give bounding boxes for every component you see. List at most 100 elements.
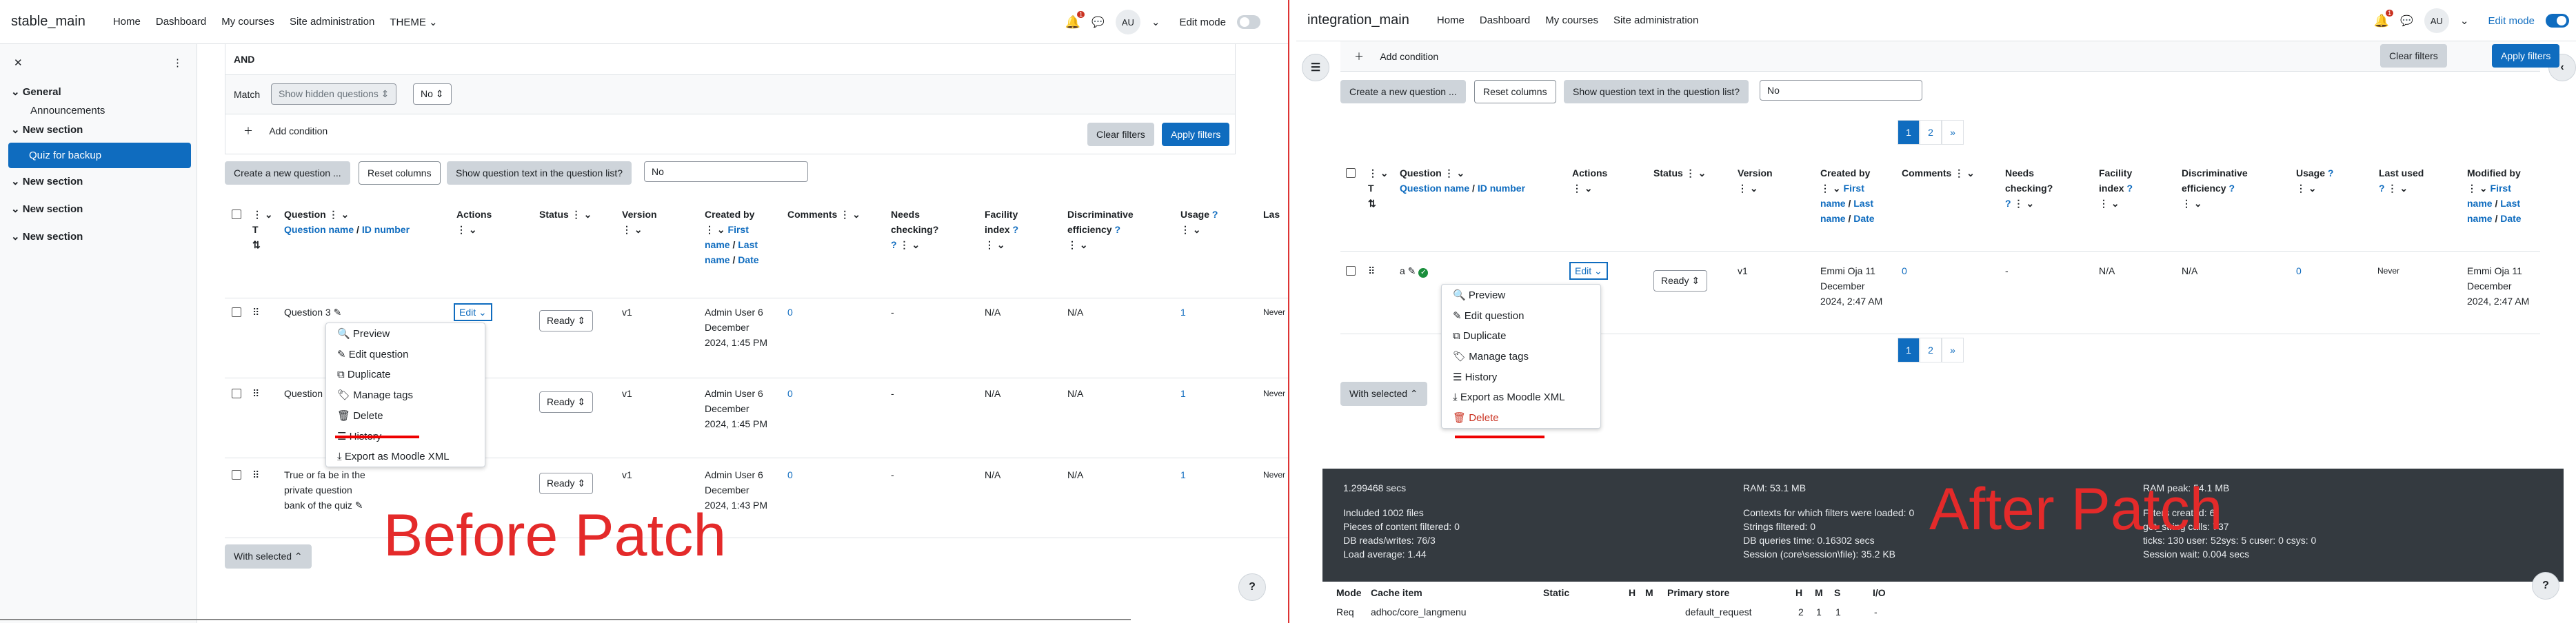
bell-icon[interactable]: 🔔 1 xyxy=(2374,9,2394,28)
nav-site-admin[interactable]: Site administration xyxy=(1613,14,1699,26)
help-icon[interactable]: ? xyxy=(2532,572,2559,600)
menu-item-manage-tags[interactable]: 🏷 Manage tags xyxy=(337,389,413,401)
with-selected-button[interactable]: With selected ⌃ xyxy=(1340,382,1427,406)
with-selected-button[interactable]: With selected ⌃ xyxy=(225,544,312,569)
menu-item-export[interactable]: ⤓ Export as Moodle XML xyxy=(337,451,450,462)
drag-handle-icon[interactable]: ⠿ xyxy=(252,388,260,399)
menu-item-preview[interactable]: 🔍 Preview xyxy=(1453,289,1506,301)
avatar[interactable]: AU xyxy=(1115,10,1140,34)
reset-columns-button[interactable]: Reset columns xyxy=(1474,80,1556,103)
drag-handle-icon[interactable]: ⠿ xyxy=(252,469,260,480)
hidden-questions-select[interactable]: Show hidden questions ⇕ xyxy=(271,83,397,105)
id-number-sort[interactable]: ID number xyxy=(1477,183,1526,194)
drag-handle-icon[interactable]: ⠿ xyxy=(1368,265,1376,276)
page-2[interactable]: 2 xyxy=(1920,338,1942,362)
usage-value[interactable]: 1 xyxy=(1180,388,1186,399)
apply-filters-button[interactable]: Apply filters xyxy=(2492,44,2560,68)
nav-site-admin[interactable]: Site administration xyxy=(289,16,375,28)
edit-mode-toggle[interactable] xyxy=(1237,15,1260,29)
menu-item-delete[interactable]: 🗑 Delete xyxy=(1453,412,1499,424)
drawer-item-announcements[interactable]: Announcements xyxy=(30,105,105,116)
chat-icon[interactable]: 💬 xyxy=(2400,15,2413,27)
status-select[interactable]: Ready ⇕ xyxy=(539,391,594,413)
help-icon[interactable]: ? xyxy=(1238,573,1266,601)
chevron-down-icon[interactable]: ⌄ xyxy=(1151,17,1160,28)
comments-value[interactable]: 0 xyxy=(1902,265,1907,276)
show-question-text-select[interactable]: No xyxy=(1760,80,1922,101)
bell-icon[interactable]: 🔔 1 xyxy=(1065,10,1085,30)
nav-home[interactable]: Home xyxy=(112,16,141,28)
drag-handle-icon[interactable]: ⠿ xyxy=(252,307,260,318)
create-question-button[interactable]: Create a new question ... xyxy=(1340,80,1466,103)
clear-filters-button[interactable]: Clear filters xyxy=(1087,123,1154,146)
menu-item-delete[interactable]: 🗑 Delete xyxy=(337,410,383,422)
usage-value[interactable]: 0 xyxy=(2296,265,2302,276)
drawer-section-general[interactable]: ⌄ General xyxy=(11,86,61,98)
row-checkbox[interactable] xyxy=(1346,266,1356,276)
edit-menu-button[interactable]: Edit ⌄ xyxy=(454,303,492,321)
menu-item-export[interactable]: ⤓ Export as Moodle XML xyxy=(1453,391,1565,403)
status-select[interactable]: Ready ⇕ xyxy=(539,473,594,494)
edit-menu-button[interactable]: Edit ⌄ xyxy=(1569,262,1608,280)
menu-item-preview[interactable]: 🔍 Preview xyxy=(337,328,390,340)
chevron-down-icon[interactable]: ⌄ xyxy=(2459,15,2469,27)
add-condition-button[interactable]: ＋ Add condition xyxy=(1354,51,1439,62)
menu-item-edit[interactable]: ✎ Edit question xyxy=(337,349,409,360)
page-next[interactable]: » xyxy=(1942,338,1964,362)
hidden-value-select[interactable]: No ⇕ xyxy=(413,83,452,105)
horizontal-scrollbar[interactable] xyxy=(0,619,1131,620)
usage-value[interactable]: 1 xyxy=(1180,469,1186,480)
nav-dashboard[interactable]: Dashboard xyxy=(155,16,207,28)
drawer-section[interactable]: ⌄ New section xyxy=(11,124,83,136)
nav-my-courses[interactable]: My courses xyxy=(1545,14,1598,26)
create-question-button[interactable]: Create a new question ... xyxy=(225,161,350,185)
drawer-section[interactable]: ⌄ New section xyxy=(11,231,83,243)
menu-item-edit[interactable]: ✎ Edit question xyxy=(1453,310,1525,322)
clear-filters-button[interactable]: Clear filters xyxy=(2380,44,2447,68)
row-checkbox[interactable] xyxy=(232,470,241,480)
drawer-section[interactable]: ⌄ New section xyxy=(11,203,83,215)
menu-item-duplicate[interactable]: ⧉ Duplicate xyxy=(1453,330,1507,342)
status-select[interactable]: Ready ⇕ xyxy=(1653,270,1708,292)
comments-value[interactable]: 0 xyxy=(787,469,793,480)
show-question-text-select[interactable]: No xyxy=(644,161,808,182)
reset-columns-button[interactable]: Reset columns xyxy=(359,161,441,185)
status-select[interactable]: Ready ⇕ xyxy=(539,310,594,331)
page-1[interactable]: 1 xyxy=(1898,338,1920,362)
select-all-checkbox[interactable] xyxy=(1346,168,1356,178)
row-checkbox[interactable] xyxy=(232,389,241,398)
modified-by-header: Modified by ⋮ ⌄ First name / Last name / … xyxy=(2467,167,2522,224)
avatar[interactable]: AU xyxy=(2424,8,2449,33)
sort-icon[interactable]: ⋮ ⌄ T ⇅ xyxy=(1368,167,1389,209)
question-name-sort[interactable]: Question name xyxy=(284,224,354,235)
nav-home[interactable]: Home xyxy=(1436,14,1465,26)
course-index-toggle-icon[interactable]: ☰ xyxy=(1302,54,1329,81)
row-checkbox[interactable] xyxy=(232,307,241,317)
site-brand[interactable]: stable_main xyxy=(11,14,85,29)
nav-theme[interactable]: THEME ⌄ xyxy=(390,16,438,28)
nav-dashboard[interactable]: Dashboard xyxy=(1479,14,1531,26)
kebab-menu-icon[interactable]: ⋮ xyxy=(172,57,183,69)
page-1[interactable]: 1 xyxy=(1898,120,1920,145)
edit-mode-toggle[interactable] xyxy=(2546,14,2569,28)
comments-value[interactable]: 0 xyxy=(787,388,793,399)
drawer-section[interactable]: ⌄ New section xyxy=(11,176,83,187)
apply-filters-button[interactable]: Apply filters xyxy=(1162,123,1230,146)
drawer-item-active[interactable]: Quiz for backup xyxy=(8,143,191,168)
add-condition-button[interactable]: ＋ Add condition xyxy=(243,125,328,136)
page-next[interactable]: » xyxy=(1942,120,1964,145)
nav-my-courses[interactable]: My courses xyxy=(221,16,274,28)
question-name-sort[interactable]: Question name xyxy=(1400,183,1470,194)
menu-item-history[interactable]: ☰ History xyxy=(1453,371,1498,383)
chat-icon[interactable]: 💬 xyxy=(1091,17,1105,28)
site-brand[interactable]: integration_main xyxy=(1307,12,1409,28)
menu-item-duplicate[interactable]: ⧉ Duplicate xyxy=(337,369,391,380)
close-icon[interactable]: ✕ xyxy=(14,57,23,69)
id-number-sort[interactable]: ID number xyxy=(361,224,410,235)
menu-item-manage-tags[interactable]: 🏷 Manage tags xyxy=(1453,351,1529,362)
sort-icon[interactable]: ⋮ ⌄ T ⇅ xyxy=(252,209,273,250)
page-2[interactable]: 2 xyxy=(1920,120,1942,145)
select-all-checkbox[interactable] xyxy=(232,210,241,219)
comments-value[interactable]: 0 xyxy=(787,307,793,318)
usage-value[interactable]: 1 xyxy=(1180,307,1186,318)
